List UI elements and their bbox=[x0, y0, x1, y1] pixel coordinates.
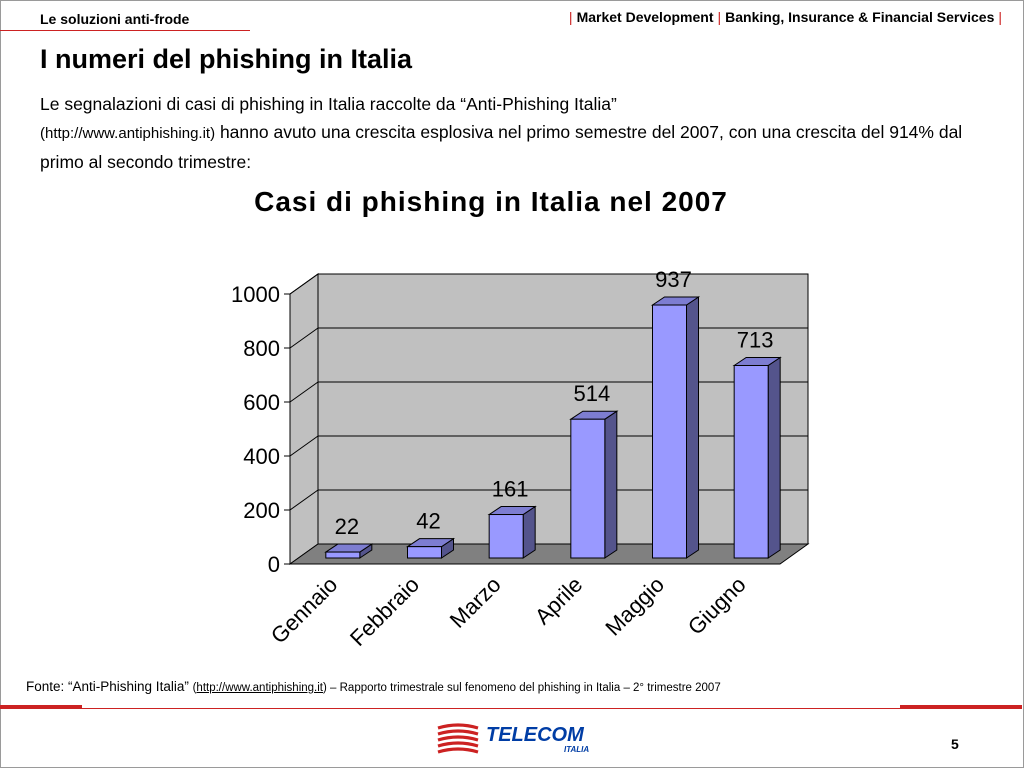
footer-accent-left bbox=[0, 705, 82, 708]
header-divider bbox=[0, 30, 250, 31]
y-tick-label: 400 bbox=[243, 444, 280, 469]
page-number: 5 bbox=[951, 736, 959, 752]
footer-accent-right bbox=[900, 705, 1022, 708]
y-tick-label: 600 bbox=[243, 390, 280, 415]
data-label: 514 bbox=[573, 381, 610, 406]
chart-title: Casi di phishing in Italia nel 2007 bbox=[254, 186, 728, 217]
y-tick-label: 800 bbox=[243, 336, 280, 361]
x-tick-label: Febbraio bbox=[345, 572, 424, 651]
intro-url: (http://www.antiphishing.it) bbox=[40, 125, 216, 142]
y-tick-label: 1000 bbox=[231, 282, 280, 307]
x-tick-label: Gennaio bbox=[266, 572, 343, 649]
source-link[interactable]: http://www.antiphishing.it bbox=[196, 682, 323, 694]
breadcrumb-separator: | bbox=[568, 9, 573, 25]
breadcrumb-banking: Banking, Insurance & Financial Services bbox=[725, 9, 995, 25]
gridline-side bbox=[289, 327, 319, 349]
bar bbox=[407, 546, 442, 559]
footer-divider bbox=[0, 708, 1022, 709]
source-text-2: ( bbox=[192, 682, 197, 694]
logo-waves-icon bbox=[437, 723, 479, 754]
y-tick-label: 200 bbox=[243, 498, 280, 523]
breadcrumb-separator: | bbox=[717, 9, 722, 25]
x-tick-label: Giugno bbox=[683, 572, 751, 640]
header-breadcrumb: | Market Development | Banking, Insurance &… bbox=[565, 9, 1006, 25]
chart-side-wall bbox=[289, 273, 319, 565]
logo-subtext: ITALIA bbox=[564, 745, 589, 754]
breadcrumb-separator: | bbox=[998, 9, 1002, 25]
bar-side bbox=[686, 296, 699, 559]
gridline-side bbox=[289, 489, 319, 511]
y-tick-label: 0 bbox=[268, 552, 280, 577]
data-label: 42 bbox=[416, 509, 440, 534]
bar bbox=[570, 418, 606, 559]
data-label: 161 bbox=[492, 477, 529, 502]
bar-side bbox=[767, 356, 781, 559]
gridline-side bbox=[289, 381, 319, 403]
slide-title: I numeri del phishing in Italia bbox=[40, 44, 413, 74]
bar-chart: 0 200 400 600 800 1000 22 Gennaio 42 Febbraio 161 M… bbox=[231, 267, 810, 651]
x-tick-label: Maggio bbox=[600, 572, 669, 641]
bar-side bbox=[522, 505, 536, 559]
data-label: 937 bbox=[655, 267, 692, 292]
breadcrumb-market-development: Market Development bbox=[576, 9, 714, 25]
bar bbox=[325, 551, 361, 559]
bar bbox=[733, 364, 769, 559]
gridline-side bbox=[289, 435, 319, 457]
section-label: Le soluzioni anti-frode bbox=[40, 11, 190, 27]
source-note: Fonte: “Anti-Phishing Italia” (http://ww… bbox=[26, 679, 721, 694]
intro-text-2: hanno avuto una crescita esplosiva nel p… bbox=[40, 122, 963, 172]
data-label: 22 bbox=[335, 514, 359, 539]
data-label: 713 bbox=[737, 327, 774, 352]
gridline-side bbox=[289, 273, 319, 295]
intro-text-1: Le segnalazioni di casi di phishing in I… bbox=[40, 94, 617, 114]
bar bbox=[652, 304, 687, 559]
telecom-italia-logo: TELECOM ITALIA bbox=[437, 723, 589, 754]
source-text-3: ) – Rapporto trimestrale sul fenomeno de… bbox=[323, 682, 721, 694]
logo-text: TELECOM bbox=[486, 724, 585, 746]
source-text-1: Fonte: “Anti-Phishing Italia” bbox=[26, 679, 193, 694]
bar-side bbox=[604, 410, 618, 559]
intro-paragraph: Le segnalazioni di casi di phishing in I… bbox=[40, 90, 980, 176]
bar bbox=[488, 514, 524, 559]
x-tick-label: Aprile bbox=[530, 572, 587, 629]
x-tick-label: Marzo bbox=[445, 572, 506, 633]
